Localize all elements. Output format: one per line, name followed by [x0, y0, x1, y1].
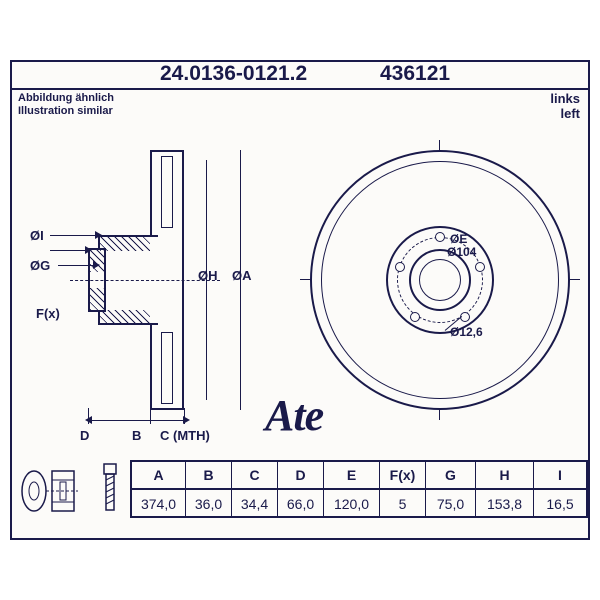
bolt-hole	[435, 232, 445, 242]
col-C: C	[232, 462, 278, 488]
part-number-short: 436121	[380, 62, 450, 86]
arrow-icon	[85, 246, 92, 254]
col-D: D	[278, 462, 324, 488]
bolt-hole	[395, 262, 405, 272]
dim-fx: F(x)	[36, 306, 60, 321]
val-A: 374,0	[132, 490, 186, 518]
ext	[88, 408, 89, 424]
brand-logo: Ate	[265, 390, 323, 441]
bolt-hole	[410, 312, 420, 322]
ext	[150, 408, 151, 424]
side-indicator: links left	[550, 92, 580, 122]
table-header-row: A B C D E F(x) G H I	[132, 462, 586, 490]
part-number-primary: 24.0136-0121.2	[160, 62, 307, 86]
val-C: 34,4	[232, 490, 278, 518]
illustration-caption: Abbildung ähnlich Illustration similar	[18, 92, 114, 117]
ext	[184, 408, 185, 424]
leader	[50, 235, 95, 236]
dimline-oh	[206, 160, 207, 400]
table-value-row: 374,0 36,0 34,4 66,0 120,0 5 75,0 153,8 …	[132, 490, 586, 518]
vent-slot	[161, 156, 173, 228]
col-H: H	[476, 462, 534, 488]
col-G: G	[426, 462, 476, 488]
col-I: I	[534, 462, 586, 488]
dimension-table: A B C D E F(x) G H I 374,0 36,0 34,4 66,…	[130, 460, 588, 518]
dim-og: ØG	[30, 258, 50, 273]
dimline-oa	[240, 150, 241, 410]
col-E: E	[324, 462, 380, 488]
leader	[50, 250, 85, 251]
vented-disc-icon	[20, 468, 80, 514]
val-I: 16,5	[534, 490, 586, 518]
val-G: 75,0	[426, 490, 476, 518]
leader	[58, 265, 93, 266]
dim-b: B	[132, 428, 141, 443]
label-bolt-dia: Ø12,6	[450, 325, 483, 339]
val-H: 153,8	[476, 490, 534, 518]
dimline-bcd	[88, 420, 188, 421]
bolt-hole	[475, 262, 485, 272]
dim-c: C (MTH)	[160, 428, 210, 443]
hatch	[100, 237, 150, 251]
dim-oa: ØA	[232, 268, 252, 283]
dim-d: D	[80, 428, 89, 443]
dim-oh: ØH	[198, 268, 218, 283]
label-diameter-e: ØE	[450, 232, 467, 246]
vent-slot	[161, 332, 173, 404]
dim-oi: ØI	[30, 228, 44, 243]
hatch	[100, 310, 150, 324]
disc-bore-circle	[419, 259, 461, 301]
bolt-icon	[95, 462, 125, 517]
col-F: F(x)	[380, 462, 426, 488]
val-E: 120,0	[324, 490, 380, 518]
side-en: left	[561, 106, 581, 121]
caption-en: Illustration similar	[18, 105, 113, 117]
col-A: A	[132, 462, 186, 488]
val-B: 36,0	[186, 490, 232, 518]
side-de: links	[550, 91, 580, 106]
side-view	[40, 150, 220, 410]
arrow-icon	[93, 261, 100, 269]
hatch	[90, 288, 104, 310]
val-F: 5	[380, 490, 426, 518]
header-divider	[10, 88, 590, 90]
arrow-icon	[95, 231, 102, 239]
caption-de: Abbildung ähnlich	[18, 92, 114, 104]
col-B: B	[186, 462, 232, 488]
label-pcd: Ø104	[447, 245, 476, 259]
val-D: 66,0	[278, 490, 324, 518]
